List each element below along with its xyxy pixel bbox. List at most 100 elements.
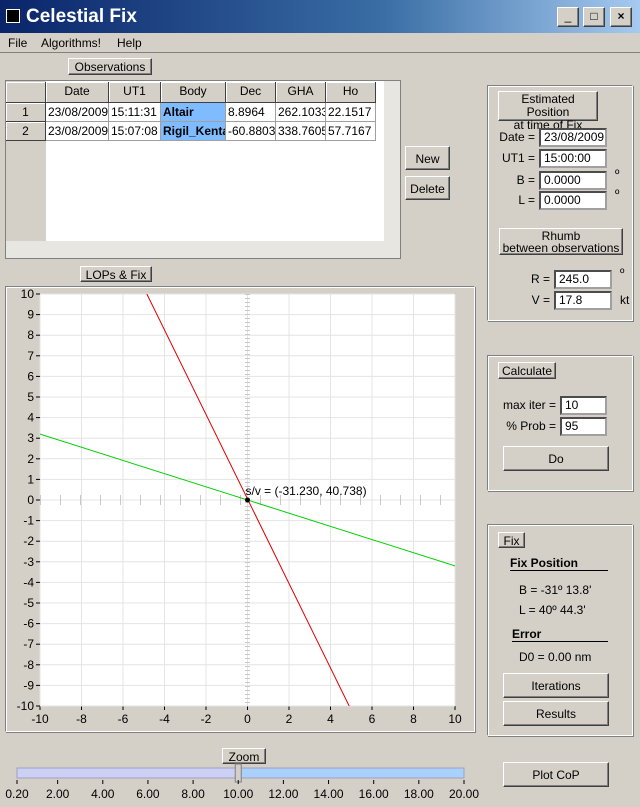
- grid-cell[interactable]: -60.8803: [226, 122, 276, 141]
- slider-tick-label: 14.00: [314, 787, 344, 801]
- plot-panel: [5, 286, 475, 732]
- field-input[interactable]: 245.0: [554, 270, 612, 289]
- y-tick-label: -10: [17, 699, 35, 713]
- fix-button[interactable]: Fix: [498, 532, 525, 548]
- results-button[interactable]: Results: [503, 701, 609, 726]
- menu-help[interactable]: Help: [117, 36, 142, 50]
- field-input[interactable]: 15:00:00: [539, 149, 607, 168]
- y-tick-label: 10: [21, 287, 35, 301]
- y-tick-label: -2: [23, 534, 34, 548]
- rhumb-title-1: Rhumb: [541, 229, 581, 243]
- estimated-button[interactable]: Estimated Position at time of Fix: [498, 91, 598, 132]
- field-label: UT1 =: [501, 151, 535, 165]
- y-tick-label: -4: [23, 575, 34, 589]
- fix-panel: [487, 524, 633, 736]
- menu-file[interactable]: File: [8, 36, 28, 50]
- field-input[interactable]: 95: [560, 417, 607, 436]
- estimated-panel: [487, 85, 633, 321]
- estimated-title-1: Estimated Position: [521, 92, 575, 119]
- field-label: L =: [518, 193, 535, 207]
- row-header: 2: [6, 122, 46, 141]
- lops-button[interactable]: LOPs & Fix: [80, 266, 152, 282]
- grid-cell[interactable]: 15:07:08: [109, 122, 161, 141]
- column-header: Body: [161, 82, 226, 103]
- field-input[interactable]: 0.0000: [539, 191, 607, 210]
- y-tick-label: 9: [27, 308, 34, 322]
- x-tick-label: -8: [76, 712, 87, 726]
- slider-tick-label: 4.00: [91, 787, 115, 801]
- new-button[interactable]: New: [405, 146, 450, 170]
- y-tick-label: 2: [27, 452, 34, 466]
- y-tick-label: -3: [23, 555, 34, 569]
- zoom-button[interactable]: Zoom: [222, 748, 266, 764]
- rhumb-button[interactable]: Rhumb between observations: [499, 228, 623, 255]
- column-header: Ho: [326, 82, 376, 103]
- grid-cell[interactable]: 8.8964: [226, 103, 276, 122]
- field-input[interactable]: 10: [560, 396, 607, 415]
- fix-heading: Fix Position: [510, 556, 608, 571]
- slider-tick-label: 16.00: [359, 787, 389, 801]
- close-button[interactable]: ×: [610, 7, 632, 27]
- column-header: Date: [46, 82, 109, 103]
- grid-cell[interactable]: 23/08/2009: [46, 122, 109, 141]
- x-tick-label: 8: [410, 712, 417, 726]
- x-tick-label: -10: [31, 712, 49, 726]
- y-tick-label: 7: [27, 349, 34, 363]
- y-tick-label: 5: [27, 390, 34, 404]
- menu-algorithms[interactable]: Algorithms!: [41, 36, 102, 50]
- grid-cell[interactable]: 15:11:31: [109, 103, 161, 122]
- field-input[interactable]: 17.8: [554, 291, 612, 310]
- horizontal-scrollbar[interactable]: [6, 241, 400, 258]
- y-tick-label: -7: [23, 637, 34, 651]
- grid-cell[interactable]: 57.7167: [326, 122, 376, 141]
- field-input[interactable]: 0.0000: [539, 171, 607, 190]
- y-tick-label: 3: [27, 431, 34, 445]
- fix-annotation: s/v = (-31.230, 40.738): [246, 484, 367, 498]
- x-tick-label: 4: [327, 712, 334, 726]
- minimize-button[interactable]: _: [557, 7, 579, 27]
- fix-point: [245, 497, 250, 503]
- x-tick-label: 2: [286, 712, 293, 726]
- calculate-button[interactable]: Calculate: [498, 362, 556, 379]
- window-title: Celestial Fix: [26, 6, 137, 27]
- observations-button[interactable]: Observations: [68, 58, 152, 75]
- rhumb-title-2: between observations: [502, 241, 620, 255]
- observations-grid: Date UT1 Body Dec GHA Ho 1 23/08/2009 15:11:31 Al…: [5, 80, 401, 259]
- field-label: Date =: [499, 130, 535, 144]
- x-tick-label: -2: [201, 712, 212, 726]
- plot-cop-button[interactable]: Plot CoP: [503, 762, 609, 787]
- iterations-button[interactable]: Iterations: [503, 673, 609, 698]
- field-input[interactable]: 23/08/2009: [539, 128, 607, 147]
- calculate-panel: [487, 355, 633, 491]
- y-tick-label: -9: [23, 678, 34, 692]
- vertical-scrollbar[interactable]: [384, 81, 400, 241]
- column-header: Dec: [226, 82, 276, 103]
- slider-tick-label: 20.00: [449, 787, 479, 801]
- maximize-button[interactable]: □: [583, 7, 605, 27]
- x-tick-label: 0: [244, 712, 251, 726]
- slider-tick-label: 10.00: [223, 787, 253, 801]
- grid-cell[interactable]: Rigil_Kenta: [161, 122, 226, 141]
- grid-cell[interactable]: 22.1517: [326, 103, 376, 122]
- zoom-slider[interactable]: 0.20 2.00 4.00 6.00 8.00 10.00 12.00 14.00 16.00…: [0, 762, 480, 804]
- y-tick-label: -5: [23, 596, 34, 610]
- grid-cell[interactable]: 338.7605: [276, 122, 326, 141]
- grid-cell[interactable]: 262.1033: [276, 103, 326, 122]
- grid-cell[interactable]: Altair: [161, 103, 226, 122]
- slider-tick-label: 12.00: [268, 787, 298, 801]
- column-header: UT1: [109, 82, 161, 103]
- y-tick-label: 0: [27, 493, 34, 507]
- grid-cell[interactable]: 23/08/2009: [46, 103, 109, 122]
- field-label: max iter =: [502, 398, 556, 412]
- fix-d0: D0 = 0.00 nm: [519, 650, 592, 664]
- field-unit: º: [615, 167, 620, 181]
- x-tick-label: 6: [369, 712, 376, 726]
- delete-button[interactable]: Delete: [405, 176, 450, 200]
- app-icon: [6, 9, 20, 23]
- fix-b: B = -31º 13.8': [519, 583, 592, 597]
- title-bar: Celestial Fix _ □ ×: [0, 0, 640, 33]
- y-tick-label: -6: [23, 617, 34, 631]
- do-button[interactable]: Do: [503, 446, 609, 471]
- field-unit: º: [615, 187, 620, 201]
- slider-tick-label: 18.00: [404, 787, 434, 801]
